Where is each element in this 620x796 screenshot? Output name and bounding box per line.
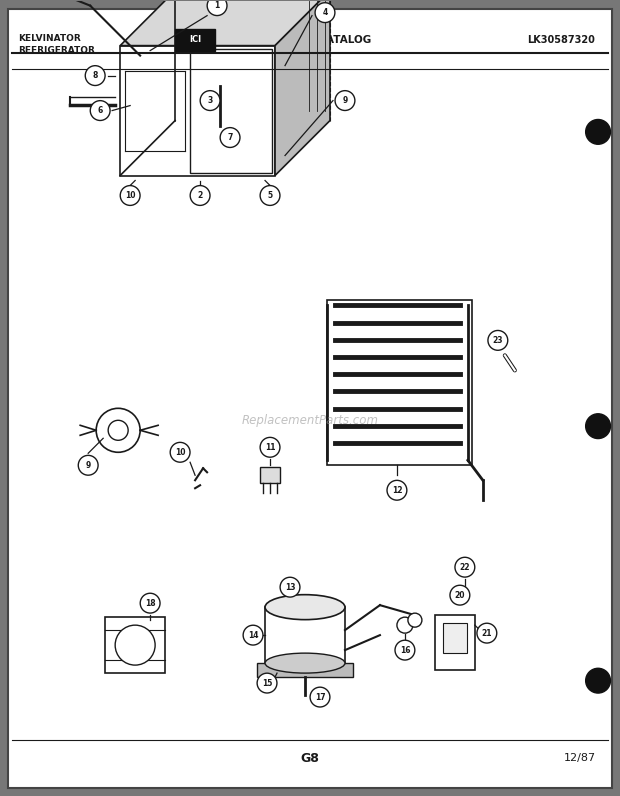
Circle shape bbox=[260, 185, 280, 205]
Text: 18: 18 bbox=[145, 599, 156, 607]
Text: 16: 16 bbox=[400, 646, 410, 654]
Circle shape bbox=[200, 91, 220, 111]
Bar bbox=[327, 300, 472, 466]
Circle shape bbox=[477, 623, 497, 643]
Circle shape bbox=[257, 673, 277, 693]
Text: 23: 23 bbox=[493, 336, 503, 345]
Bar bbox=[105, 617, 165, 673]
Circle shape bbox=[207, 0, 227, 16]
Text: 9: 9 bbox=[86, 461, 91, 470]
Circle shape bbox=[586, 119, 611, 144]
Circle shape bbox=[115, 625, 155, 665]
Text: ICI: ICI bbox=[189, 35, 201, 44]
Circle shape bbox=[120, 185, 140, 205]
Circle shape bbox=[450, 585, 470, 605]
Text: 5: 5 bbox=[267, 191, 273, 200]
Text: G8: G8 bbox=[301, 751, 319, 764]
Text: 14: 14 bbox=[248, 630, 259, 640]
Circle shape bbox=[395, 640, 415, 660]
Circle shape bbox=[243, 625, 263, 645]
Polygon shape bbox=[275, 0, 330, 175]
Text: LK30587320: LK30587320 bbox=[527, 34, 595, 45]
Text: 3: 3 bbox=[208, 96, 213, 105]
Circle shape bbox=[260, 437, 280, 457]
Circle shape bbox=[586, 414, 611, 439]
Text: 15: 15 bbox=[262, 679, 272, 688]
Text: 13: 13 bbox=[285, 583, 295, 591]
Circle shape bbox=[315, 2, 335, 22]
Circle shape bbox=[96, 408, 140, 452]
Text: 8: 8 bbox=[92, 71, 98, 80]
Circle shape bbox=[280, 577, 300, 597]
Circle shape bbox=[220, 127, 240, 147]
Circle shape bbox=[455, 557, 475, 577]
Circle shape bbox=[140, 593, 160, 613]
Text: ReplacementParts.com: ReplacementParts.com bbox=[242, 414, 378, 427]
Bar bbox=[257, 663, 353, 677]
Bar bbox=[443, 623, 467, 653]
Circle shape bbox=[586, 669, 611, 693]
Text: KELVINATOR: KELVINATOR bbox=[18, 34, 81, 43]
Text: 10: 10 bbox=[175, 448, 185, 457]
Text: 22: 22 bbox=[459, 563, 470, 572]
Text: 12/87: 12/87 bbox=[564, 753, 596, 763]
Text: 20: 20 bbox=[454, 591, 465, 599]
Text: 1: 1 bbox=[215, 1, 219, 10]
Polygon shape bbox=[190, 49, 272, 173]
Text: 4: 4 bbox=[322, 8, 327, 18]
Circle shape bbox=[488, 330, 508, 350]
Text: 17: 17 bbox=[315, 693, 326, 701]
Bar bbox=[435, 615, 475, 670]
Text: 11: 11 bbox=[265, 443, 275, 452]
Text: 2: 2 bbox=[197, 191, 203, 200]
Bar bbox=[265, 607, 345, 663]
Text: 10: 10 bbox=[125, 191, 135, 200]
Circle shape bbox=[408, 613, 422, 627]
Polygon shape bbox=[120, 0, 330, 45]
Text: 7: 7 bbox=[228, 133, 232, 142]
Text: 9: 9 bbox=[342, 96, 348, 105]
Ellipse shape bbox=[265, 595, 345, 619]
Ellipse shape bbox=[265, 653, 345, 673]
Bar bbox=[175, 29, 215, 51]
Polygon shape bbox=[120, 45, 275, 175]
Text: 6: 6 bbox=[97, 106, 103, 115]
Bar bbox=[260, 467, 280, 483]
Text: 21: 21 bbox=[482, 629, 492, 638]
Circle shape bbox=[78, 455, 98, 475]
Circle shape bbox=[91, 100, 110, 120]
Text: 12: 12 bbox=[392, 486, 402, 495]
Circle shape bbox=[310, 687, 330, 707]
Circle shape bbox=[387, 480, 407, 500]
Circle shape bbox=[190, 185, 210, 205]
Circle shape bbox=[86, 66, 105, 85]
Circle shape bbox=[170, 443, 190, 462]
Text: REFRIGERATOR: REFRIGERATOR bbox=[18, 46, 95, 55]
Text: FACTORY PARTS CATALOG: FACTORY PARTS CATALOG bbox=[222, 34, 371, 45]
Circle shape bbox=[108, 420, 128, 440]
Circle shape bbox=[397, 617, 413, 633]
Circle shape bbox=[335, 91, 355, 111]
